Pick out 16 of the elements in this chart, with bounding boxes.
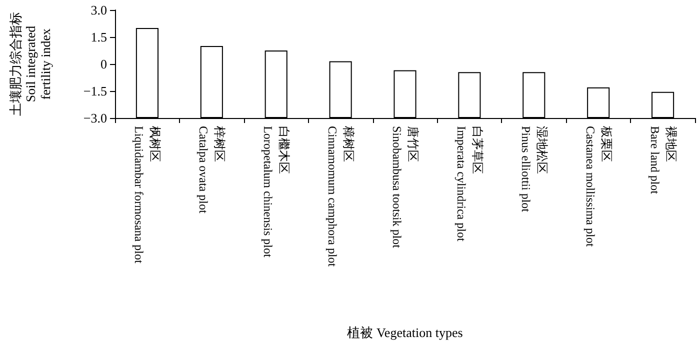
x-tick-label: 白茅草区 Imperata cylindrica plot bbox=[454, 126, 484, 242]
x-axis-title: 植被 Vegetation types bbox=[347, 325, 463, 340]
y-tick-label: −1.5 bbox=[83, 84, 107, 98]
y-tick-label: 1.5 bbox=[90, 30, 107, 44]
x-tick-label: 枫树区 Liquidambar formosana plot bbox=[132, 126, 162, 264]
y-tick-label: −3.0 bbox=[83, 110, 107, 126]
y-axis-title: 土壤肥力综合指标 Soil integrated fertility index bbox=[8, 12, 53, 116]
y-tick-label: 0 bbox=[100, 56, 107, 72]
x-tick-label: 湿地松区 Pinus elliottii plot bbox=[518, 126, 549, 213]
x-tick-label: 白檵木区 Loropetalum chinensis plot bbox=[261, 126, 292, 258]
x-tick-label: 梓树区 Catalpa ovata plot bbox=[196, 126, 227, 214]
y-tick-label: 3.0 bbox=[90, 2, 107, 18]
x-tick-label: 裸地区 Bare land plot bbox=[648, 126, 678, 195]
x-tick-label: 唐竹区 Sinobambusa tootsik plot bbox=[390, 126, 420, 249]
x-tick-label: 樟树区 Cinnamomum camphora plot bbox=[326, 125, 356, 268]
x-tick-label: 板栗区 Castanea mollissima plot bbox=[583, 125, 614, 248]
